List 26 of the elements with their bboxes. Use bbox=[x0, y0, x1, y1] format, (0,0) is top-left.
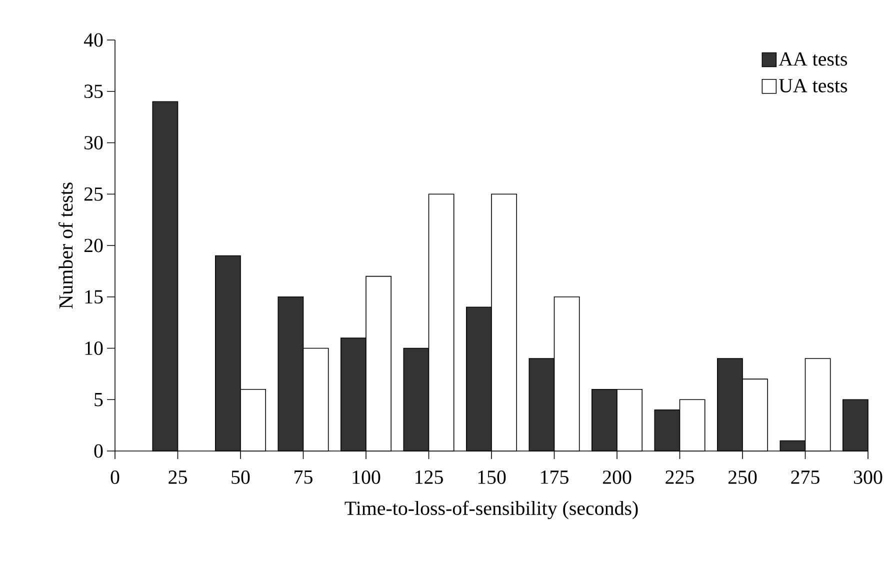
x-tick-label: 100 bbox=[352, 470, 380, 484]
y-tick-label: 40 bbox=[84, 33, 103, 47]
x-tick-label: 75 bbox=[294, 470, 312, 484]
x-tick-label: 300 bbox=[854, 470, 882, 484]
x-tick-label: 25 bbox=[168, 470, 187, 484]
x-tick-label: 275 bbox=[791, 470, 820, 484]
x-axis-title: Time-to-loss-of-sensibility (seconds) bbox=[344, 500, 638, 520]
legend-label: UA tests bbox=[779, 79, 848, 92]
y-tick-label: 35 bbox=[84, 84, 103, 98]
y-tick-label: 25 bbox=[84, 187, 103, 201]
y-tick-label: 0 bbox=[94, 444, 103, 458]
x-tick-label: 50 bbox=[232, 470, 250, 484]
y-axis-title: Number of tests bbox=[58, 182, 73, 309]
x-tick-label: 0 bbox=[110, 470, 120, 484]
y-tick-label: 30 bbox=[84, 136, 103, 150]
y-tick-label: 5 bbox=[94, 393, 103, 406]
legend-label: AA tests bbox=[778, 52, 848, 66]
y-tick-label: 15 bbox=[85, 290, 103, 304]
x-tick-label: 150 bbox=[478, 470, 506, 484]
x-tick-label: 200 bbox=[602, 470, 632, 484]
x-tick-label: 175 bbox=[541, 470, 568, 484]
x-tick-label: 125 bbox=[416, 470, 443, 484]
y-tick-label: 10 bbox=[85, 342, 103, 355]
x-tick-label: 225 bbox=[666, 470, 694, 484]
y-tick-label: 20 bbox=[84, 238, 103, 252]
x-tick-label: 250 bbox=[728, 470, 757, 484]
